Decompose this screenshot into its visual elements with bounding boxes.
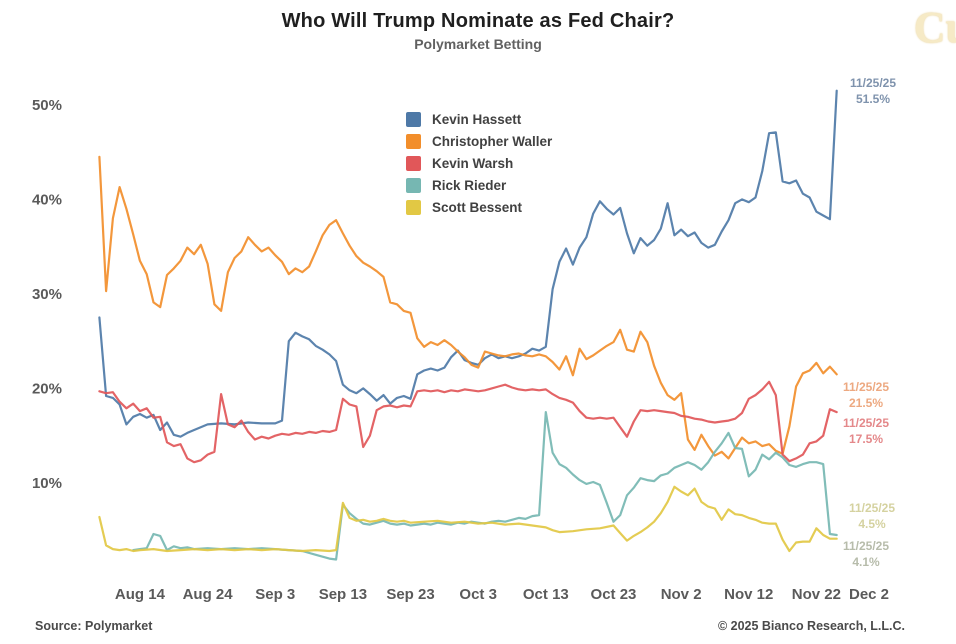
x-tick-label: Sep 13 [319, 586, 367, 603]
x-tick-label: Sep 3 [255, 586, 295, 603]
legend-swatch-scott-bessent [406, 200, 421, 215]
series-line-rick-rieder [132, 411, 838, 561]
legend-swatch-kevin-warsh [406, 156, 421, 171]
annotation-date: 11/25/25 [842, 380, 890, 394]
x-tick-label: Sep 23 [386, 586, 434, 603]
annotation-value: 21.5% [848, 395, 884, 410]
legend-swatch-rick-rieder [406, 178, 421, 193]
annotation-value: 17.5% [848, 431, 884, 446]
legend-label: Rick Rieder [432, 178, 507, 193]
annotation-value: 4.1% [852, 554, 880, 569]
y-tick-label: 50% [32, 97, 62, 114]
legend-label: Kevin Warsh [432, 156, 514, 171]
legend-label: Scott Bessent [432, 200, 523, 215]
legend-swatch-christopher-waller [406, 134, 421, 149]
annotation-kevin-warsh: 11/25/25 17.5% [843, 416, 889, 447]
page-title: Who Will Trump Nominate as Fed Chair? [281, 10, 675, 32]
series-line-scott-bessent [98, 485, 838, 553]
legend-item-kevin-warsh: Kevin Warsh [406, 156, 552, 171]
gold-logo-watermark: Cu [913, 3, 956, 52]
annotation-value: 51.5% [855, 91, 891, 106]
x-tick-label: Aug 24 [183, 586, 234, 603]
legend-swatch-kevin-hassett [406, 112, 421, 127]
page-subtitle: Polymarket Betting [414, 36, 542, 52]
legend-item-rick-rieder: Rick Rieder [406, 178, 552, 193]
x-tick-label: Aug 14 [115, 586, 166, 603]
legend-label: Kevin Hassett [432, 112, 522, 127]
annotation-value: 4.5% [858, 516, 886, 531]
legend-item-christopher-waller: Christopher Waller [406, 134, 552, 149]
x-tick-label: Dec 2 [849, 586, 889, 603]
annotation-date: 11/25/25 [848, 501, 896, 515]
legend-item-scott-bessent: Scott Bessent [406, 200, 552, 215]
x-tick-label: Nov 22 [792, 586, 841, 603]
legend-item-kevin-hassett: Kevin Hassett [406, 112, 552, 127]
x-tick-label: Oct 23 [591, 586, 637, 603]
annotation-kevin-hassett: 11/25/25 51.5% [850, 76, 896, 107]
annotation-rick-rieder: 11/25/25 4.5% [849, 501, 895, 532]
annotation-date: 11/25/25 [849, 76, 897, 90]
annotation-date: 11/25/25 [842, 539, 890, 553]
y-tick-label: 30% [32, 286, 62, 303]
x-tick-label: Nov 2 [661, 586, 702, 603]
annotation-christopher-waller: 11/25/25 21.5% [843, 380, 889, 411]
x-tick-label: Oct 13 [523, 586, 569, 603]
x-tick-label: Oct 3 [459, 586, 497, 603]
chart-legend: Kevin Hassett Christopher Waller Kevin War… [404, 110, 559, 224]
source-credit: Source: Polymarket [35, 619, 153, 633]
y-tick-label: 10% [32, 475, 62, 492]
annotation-scott-bessent: 11/25/25 4.1% [843, 539, 889, 570]
annotation-date: 11/25/25 [842, 416, 890, 430]
series-line-kevin-warsh [98, 380, 838, 464]
x-tick-label: Nov 12 [724, 586, 773, 603]
y-tick-label: 40% [32, 191, 62, 208]
copyright-credit: © 2025 Bianco Research, L.L.C. [717, 619, 905, 633]
legend-label: Christopher Waller [432, 134, 553, 149]
y-tick-label: 20% [32, 380, 62, 397]
